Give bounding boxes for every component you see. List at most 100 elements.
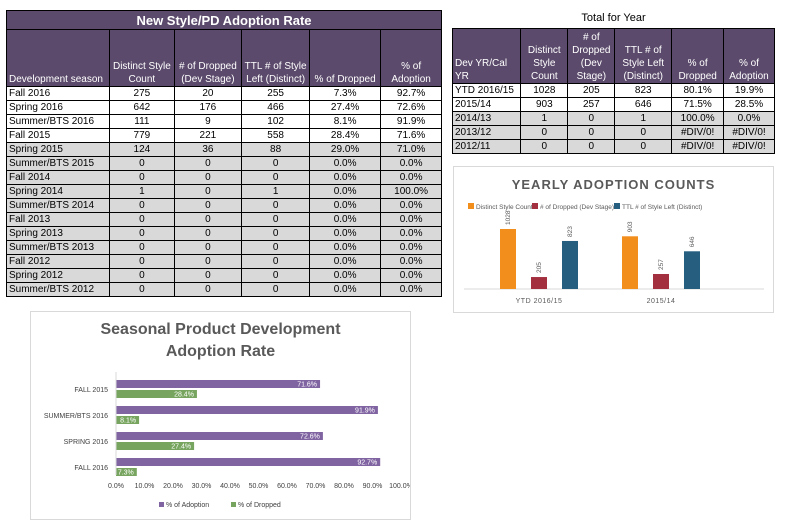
legend-swatch — [159, 502, 164, 507]
table-cell: 0.0% — [309, 184, 382, 199]
table-cell: 29.0% — [309, 142, 382, 157]
data-label: 92.7% — [357, 460, 377, 467]
table-row: Fall 2012 0 0 0 0.0% 0.0% — [5, 254, 442, 269]
row-label: Fall 2012 — [5, 254, 111, 269]
category-label: SPRING 2016 — [64, 439, 108, 446]
table-row: Spring 2012 0 0 0 0.0% 0.0% — [5, 268, 442, 283]
legend-label: Distinct Style Count — [476, 204, 533, 211]
data-label: 257 — [658, 259, 665, 270]
table-cell: 0.0% — [380, 156, 442, 171]
table-cell: 0.0% — [309, 282, 382, 297]
row-label: Spring 2015 — [5, 142, 111, 157]
table-row: 2015/14 903 257 646 71.5% 28.5% — [451, 97, 775, 112]
table-cell: 7.3% — [309, 86, 382, 101]
table-cell: 0 — [173, 226, 243, 241]
bar — [116, 442, 195, 450]
table-row: 2012/11 0 0 0 #DIV/0! #DIV/0! — [451, 139, 775, 154]
bar — [116, 458, 381, 466]
tick-label: 60.0% — [277, 483, 297, 490]
bar — [653, 274, 669, 289]
table-cell: 0.0% — [380, 282, 442, 297]
row-label: Summer/BTS 2015 — [5, 156, 111, 171]
seasonal-adoption-chart: Seasonal Product Development Adoption Rat… — [30, 311, 413, 520]
table-row: 2013/12 0 0 0 #DIV/0! #DIV/0! — [451, 125, 775, 140]
row-label: Fall 2015 — [5, 128, 111, 143]
table-cell: 0 — [520, 139, 569, 154]
column-header: % of Adoption — [723, 28, 775, 84]
table-cell: 124 — [109, 142, 175, 157]
table-cell: 0 — [241, 268, 311, 283]
tick-label: 30.0% — [192, 483, 212, 490]
table-cell: 0 — [109, 268, 175, 283]
table-cell: 27.4% — [309, 100, 382, 115]
column-header: # of Dropped (Dev Stage) — [173, 29, 243, 87]
table-row: Summer/BTS 2013 0 0 0 0.0% 0.0% — [5, 240, 442, 255]
tick-label: 100.0% — [389, 483, 410, 490]
bar — [116, 468, 137, 476]
table-cell: 1 — [241, 184, 311, 199]
table-cell: 0 — [241, 226, 311, 241]
table-cell: 72.6% — [380, 100, 442, 115]
table-cell: 0 — [173, 198, 243, 213]
table-cell: 80.1% — [671, 83, 724, 98]
table-cell: 1 — [109, 184, 175, 199]
column-header: TTL # of Style Left (Distinct) — [614, 28, 673, 84]
data-label: 7.3% — [118, 470, 134, 477]
tick-label: 40.0% — [220, 483, 240, 490]
bar — [622, 236, 638, 289]
table-cell: 0.0% — [309, 198, 382, 213]
table-cell: 646 — [614, 97, 673, 112]
bar — [116, 406, 378, 414]
bar — [116, 416, 140, 424]
table-cell: 0.0% — [723, 111, 775, 126]
table-cell: 0 — [173, 268, 243, 283]
tick-label: 20.0% — [163, 483, 183, 490]
bar — [531, 277, 547, 289]
table-cell: 111 — [109, 114, 175, 129]
table-cell: 0 — [614, 139, 673, 154]
table-cell: 0.0% — [309, 268, 382, 283]
yearly-chart-svg: YEARLY ADOPTION COUNTS Distinct Style Cou… — [464, 177, 764, 305]
table-cell: 0 — [173, 170, 243, 185]
table-cell: 28.5% — [723, 97, 775, 112]
column-header: Dev YR/Cal YR — [451, 28, 522, 84]
table-cell: 0.0% — [380, 240, 442, 255]
legend-label: # of Dropped (Dev Stage) — [540, 204, 614, 211]
tick-label: 10.0% — [135, 483, 155, 490]
table-cell: 9 — [173, 114, 243, 129]
table-cell: 0 — [109, 212, 175, 227]
chart-title: Adoption Rate — [166, 343, 275, 360]
table-cell: 0.0% — [380, 226, 442, 241]
legend-swatch — [468, 203, 474, 209]
table-cell: 91.9% — [380, 114, 442, 129]
data-label: 1028 — [505, 210, 512, 225]
table-cell: 221 — [173, 128, 243, 143]
table-cell: 92.7% — [380, 86, 442, 101]
row-label: Summer/BTS 2014 — [5, 198, 111, 213]
data-label: 27.4% — [171, 444, 191, 451]
table-cell: 71.6% — [380, 128, 442, 143]
table-cell: 275 — [109, 86, 175, 101]
category-label: SUMMER/BTS 2016 — [44, 413, 108, 420]
table-cell: #DIV/0! — [723, 125, 775, 140]
table-cell: 0 — [109, 198, 175, 213]
seasonal-chart-svg: Seasonal Product Development Adoption Rat… — [44, 321, 413, 509]
table-cell: 20 — [173, 86, 243, 101]
yearly-adoption-chart: YEARLY ADOPTION COUNTS Distinct Style Cou… — [453, 166, 774, 313]
table-cell: #DIV/0! — [671, 139, 724, 154]
table-cell: 0.0% — [309, 226, 382, 241]
table-row: Spring 2016 642 176 466 27.4% 72.6% — [5, 100, 442, 115]
legend-swatch — [532, 203, 538, 209]
table-row: Spring 2014 1 0 1 0.0% 100.0% — [5, 184, 442, 199]
category-label: YTD 2016/15 — [516, 298, 563, 305]
bar — [684, 251, 700, 289]
bar — [500, 229, 516, 289]
table-cell: 0 — [567, 125, 616, 140]
table-cell: 0 — [241, 212, 311, 227]
table-cell: 0 — [109, 240, 175, 255]
row-label: Spring 2013 — [5, 226, 111, 241]
table-cell: 71.5% — [671, 97, 724, 112]
table-row: Summer/BTS 2012 0 0 0 0.0% 0.0% — [5, 282, 442, 297]
table-cell: 1 — [520, 111, 569, 126]
table-cell: 0 — [173, 282, 243, 297]
